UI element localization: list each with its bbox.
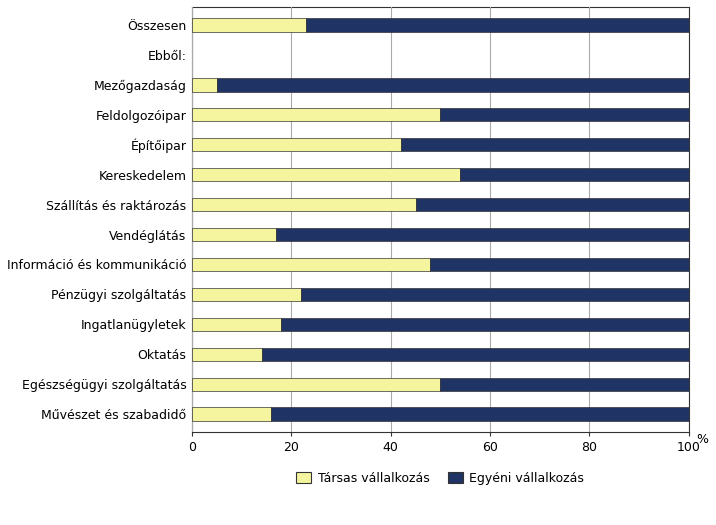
- Bar: [276, 228, 689, 242]
- Legend: Társas vállalkozás, Egyéni vállalkozás: Társas vállalkozás, Egyéni vállalkozás: [291, 467, 589, 490]
- Bar: [192, 168, 460, 181]
- Bar: [401, 138, 689, 151]
- Bar: [440, 108, 689, 121]
- Bar: [192, 318, 281, 331]
- Bar: [460, 168, 689, 181]
- Text: %: %: [696, 433, 708, 446]
- Bar: [430, 258, 689, 271]
- Bar: [271, 407, 689, 421]
- Bar: [192, 407, 271, 421]
- Bar: [192, 18, 306, 31]
- Bar: [261, 348, 689, 361]
- Bar: [192, 228, 276, 242]
- Bar: [192, 348, 261, 361]
- Bar: [192, 108, 440, 121]
- Bar: [306, 18, 689, 31]
- Bar: [192, 138, 401, 151]
- Bar: [281, 318, 689, 331]
- Bar: [415, 198, 689, 212]
- Bar: [217, 78, 689, 91]
- Bar: [192, 258, 430, 271]
- Bar: [301, 288, 689, 301]
- Bar: [192, 198, 415, 212]
- Bar: [440, 377, 689, 391]
- Bar: [192, 288, 301, 301]
- Bar: [192, 377, 440, 391]
- Bar: [192, 78, 217, 91]
